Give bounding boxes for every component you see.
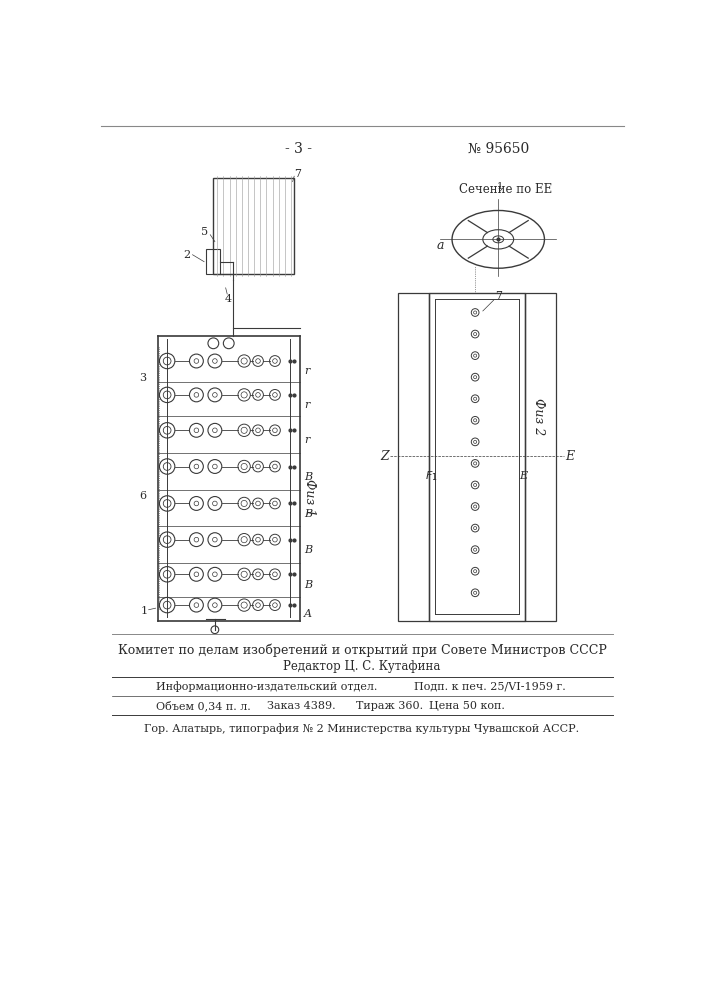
Text: Гор. Алатырь, типография № 2 Министерства культуры Чувашской АССР.: Гор. Алатырь, типография № 2 Министерств… [144,723,580,734]
Bar [525,293,556,620]
Text: r: r [304,435,310,445]
Text: 5: 5 [201,227,208,237]
Bar [398,293,429,620]
Text: Редактор Ц. С. Кутафина: Редактор Ц. С. Кутафина [284,660,440,673]
Text: 3: 3 [139,373,146,383]
Text: Комитет по делам изобретений и открытий при Совете Министров СССР: Комитет по делам изобретений и открытий … [117,643,607,657]
Bar [214,178,294,274]
Text: 1: 1 [496,182,503,191]
Text: 6: 6 [139,491,146,501]
Text: B: B [304,472,312,482]
Text: Информационно-издательский отдел.: Информационно-издательский отдел. [156,681,377,692]
Bar [206,249,219,274]
Text: 7: 7 [495,291,502,301]
Text: B: B [304,580,312,590]
Text: $F_1$: $F_1$ [425,469,438,483]
Text: Объем 0,34 п. л.: Объем 0,34 п. л. [156,701,250,711]
Text: 7: 7 [295,169,302,179]
Text: Сечение по ЕЕ: Сечение по ЕЕ [460,183,553,196]
Text: № 95650: № 95650 [467,142,529,156]
Text: Физ 1: Физ 1 [303,479,315,516]
Text: B: B [304,545,312,555]
Text: a: a [437,239,444,252]
Text: Цена 50 коп.: Цена 50 коп. [429,701,505,711]
Text: Заказ 4389.: Заказ 4389. [267,701,336,711]
Text: 1: 1 [141,606,148,616]
Text: Подп. к печ. 25/VI-1959 г.: Подп. к печ. 25/VI-1959 г. [414,682,566,692]
Text: r: r [304,400,310,410]
Text: E: E [566,450,574,463]
Text: Физ 2: Физ 2 [532,398,545,435]
Text: Тираж 360.: Тираж 360. [356,701,423,711]
Text: Z: Z [380,450,389,463]
Text: 2: 2 [183,250,190,260]
Bar [429,293,525,620]
Text: B: B [304,509,312,519]
Text: A: A [304,609,312,619]
Text: E: E [519,471,527,481]
Text: - 3 -: - 3 - [284,142,312,156]
Text: 4: 4 [226,294,233,304]
Text: r: r [304,366,310,376]
